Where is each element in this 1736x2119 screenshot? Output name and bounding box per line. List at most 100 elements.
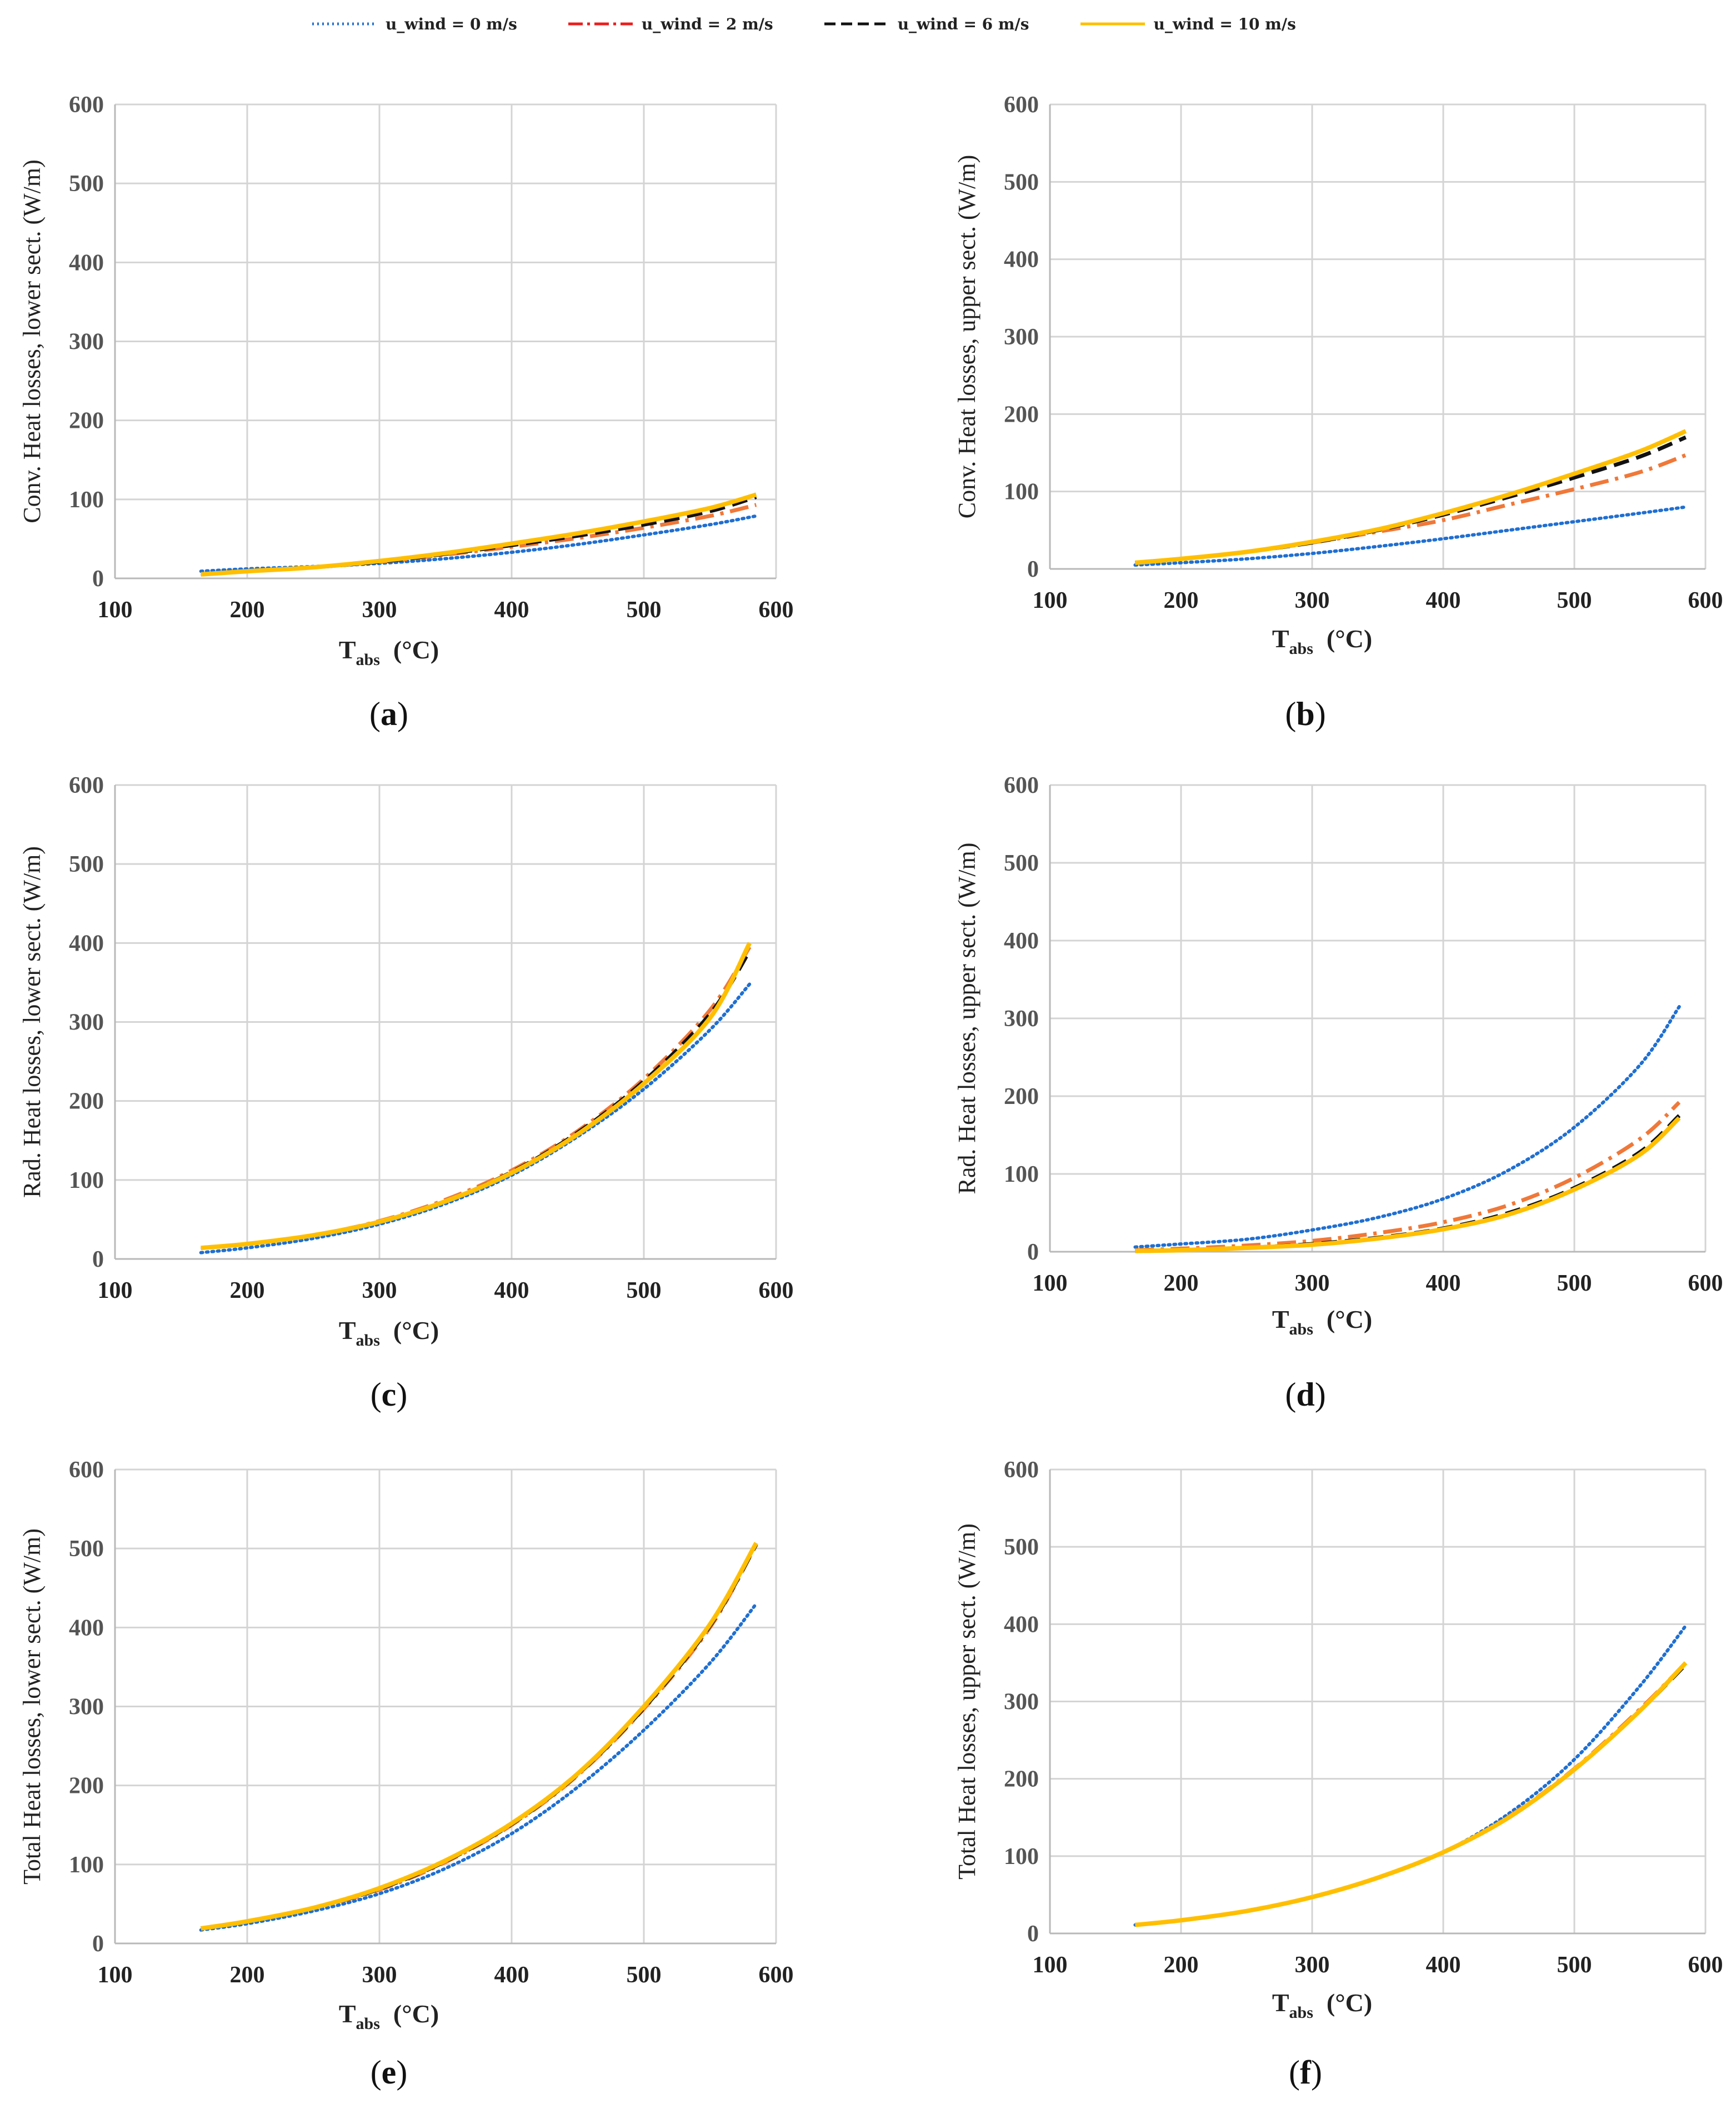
- y-axis-label: Rad. Heat losses, upper sect. (W/m): [953, 843, 980, 1195]
- legend-line-icon: [824, 22, 889, 26]
- y-tick-label: 600: [1004, 1457, 1039, 1483]
- y-tick-label: 300: [1004, 1690, 1039, 1715]
- x-tick-label: 400: [1426, 588, 1461, 613]
- legend-item-2: u_wind = 6 m/s: [823, 15, 1029, 33]
- y-tick-label: 100: [1004, 479, 1039, 505]
- y-tick-label: 200: [69, 1089, 104, 1115]
- series-line-2: [201, 1543, 758, 1931]
- series-line-3: [1134, 1661, 1688, 1927]
- x-tick-label: 300: [1295, 588, 1330, 613]
- y-tick-label: 0: [1027, 557, 1039, 582]
- y-tick-label: 100: [69, 1168, 104, 1193]
- x-tick-label: 200: [230, 1278, 265, 1303]
- y-axis-label: Rad. Heat losses, lower sect. (W/m): [18, 846, 46, 1198]
- x-tick-label: 200: [1164, 588, 1199, 613]
- x-tick-label: 600: [1688, 1271, 1723, 1296]
- x-tick-label: 600: [759, 597, 794, 623]
- series-line-3: [201, 492, 757, 577]
- y-tick-label: 100: [1004, 1844, 1039, 1870]
- x-tick-label: 500: [627, 1278, 662, 1303]
- y-tick-label: 0: [1027, 1240, 1039, 1265]
- x-tick-label: 500: [627, 597, 662, 623]
- x-tick-label: 100: [1033, 1952, 1068, 1978]
- y-tick-label: 600: [69, 1457, 104, 1483]
- series-line-1: [201, 946, 752, 1250]
- y-axis-label: Conv. Heat losses, lower sect. (W/m): [18, 159, 46, 523]
- panel-label: (e): [371, 2054, 408, 2091]
- y-tick-label: 600: [69, 773, 104, 798]
- panel-label: (f): [1289, 2054, 1322, 2091]
- y-axis-label: Total Heat losses, upper sect. (W/m): [953, 1523, 980, 1880]
- y-tick-label: 0: [92, 1931, 104, 1957]
- x-tick-label: 300: [1295, 1271, 1330, 1296]
- chart-panel-b: 0 100 200 300 400 500 600 100 200 300 400 500 600 Con…: [953, 92, 1723, 732]
- y-tick-label: 500: [1004, 851, 1039, 876]
- y-tick-label: 400: [1004, 247, 1039, 273]
- y-tick-label: 600: [69, 92, 104, 118]
- series-line-2: [1135, 435, 1687, 565]
- x-axis-label: Tabs (°C): [339, 2000, 439, 2033]
- x-axis-label: Tabs (°C): [1272, 1988, 1372, 2022]
- x-tick-label: 300: [1295, 1952, 1330, 1978]
- panel-label: (d): [1285, 1376, 1325, 1413]
- x-tick-label: 200: [230, 597, 265, 623]
- y-axis-label: Total Heat losses, lower sect. (W/m): [18, 1528, 46, 1885]
- legend-line-icon: [568, 22, 633, 26]
- series-line-3: [201, 942, 752, 1251]
- x-axis-label: Tabs (°C): [339, 636, 439, 669]
- x-tick-label: 400: [1426, 1952, 1461, 1978]
- x-axis-label: Tabs (°C): [1272, 1305, 1372, 1338]
- y-tick-label: 300: [69, 1695, 104, 1720]
- y-tick-label: 300: [69, 1010, 104, 1036]
- series-line-1: [201, 1543, 758, 1931]
- chart-panel-c: 0 100 200 300 400 500 600 100 200 300 400 500 600 Rad…: [18, 773, 794, 1413]
- y-tick-label: 200: [1004, 1084, 1039, 1110]
- y-tick-label: 300: [1004, 324, 1039, 350]
- x-tick-label: 100: [1033, 1271, 1068, 1296]
- series-line-2: [201, 495, 757, 577]
- y-tick-label: 500: [69, 852, 104, 877]
- y-tick-label: 300: [69, 329, 104, 355]
- legend-label: u_wind = 0 m/s: [386, 14, 517, 33]
- y-tick-label: 200: [69, 408, 104, 434]
- series-line-3: [201, 1542, 758, 1931]
- x-tick-label: 100: [98, 1962, 133, 1988]
- series-line-2: [201, 949, 752, 1250]
- x-tick-label: 600: [759, 1962, 794, 1988]
- panel-label: (c): [371, 1376, 408, 1413]
- x-tick-label: 400: [494, 1278, 529, 1303]
- legend-label: u_wind = 10 m/s: [1153, 14, 1296, 33]
- legend-label: u_wind = 6 m/s: [897, 14, 1029, 33]
- x-tick-label: 600: [1688, 1952, 1723, 1978]
- x-tick-label: 500: [1557, 588, 1592, 613]
- legend-label: u_wind = 2 m/s: [641, 14, 773, 33]
- x-tick-label: 500: [627, 1962, 662, 1988]
- y-tick-label: 300: [1004, 1006, 1039, 1032]
- legend-line-icon: [312, 22, 377, 26]
- legend-item-3: u_wind = 10 m/s: [1079, 15, 1296, 33]
- y-tick-label: 100: [1004, 1162, 1039, 1187]
- x-tick-label: 400: [494, 1962, 529, 1988]
- x-tick-label: 200: [230, 1962, 265, 1988]
- legend-item-0: u_wind = 0 m/s: [311, 15, 517, 33]
- chart-panel-f: 0 100 200 300 400 500 600 100 200 300 400 500 600 Tot…: [953, 1457, 1723, 2091]
- y-tick-label: 200: [1004, 1767, 1039, 1792]
- x-tick-label: 600: [1688, 588, 1723, 613]
- legend-line-icon: [1080, 22, 1145, 26]
- legend: u_wind = 0 m/s u_wind = 2 m/s u_wind = 6…: [311, 10, 1422, 38]
- y-tick-label: 500: [1004, 169, 1039, 195]
- x-tick-label: 100: [1033, 588, 1068, 613]
- x-tick-label: 300: [362, 1962, 397, 1988]
- y-tick-label: 400: [1004, 928, 1039, 954]
- series-line-0: [199, 1602, 758, 1932]
- y-tick-label: 600: [1004, 92, 1039, 118]
- x-axis-label: Tabs (°C): [339, 1316, 439, 1350]
- y-tick-label: 400: [69, 931, 104, 956]
- x-tick-label: 200: [1164, 1271, 1199, 1296]
- y-tick-label: 0: [92, 566, 104, 592]
- x-tick-label: 200: [1164, 1952, 1199, 1978]
- y-tick-label: 400: [69, 250, 104, 276]
- y-tick-label: 600: [1004, 773, 1039, 798]
- x-tick-label: 500: [1557, 1271, 1592, 1296]
- chart-panel-a: 0 100 200 300 400 500 600 100 200 300 400 500 600 Con…: [18, 92, 794, 732]
